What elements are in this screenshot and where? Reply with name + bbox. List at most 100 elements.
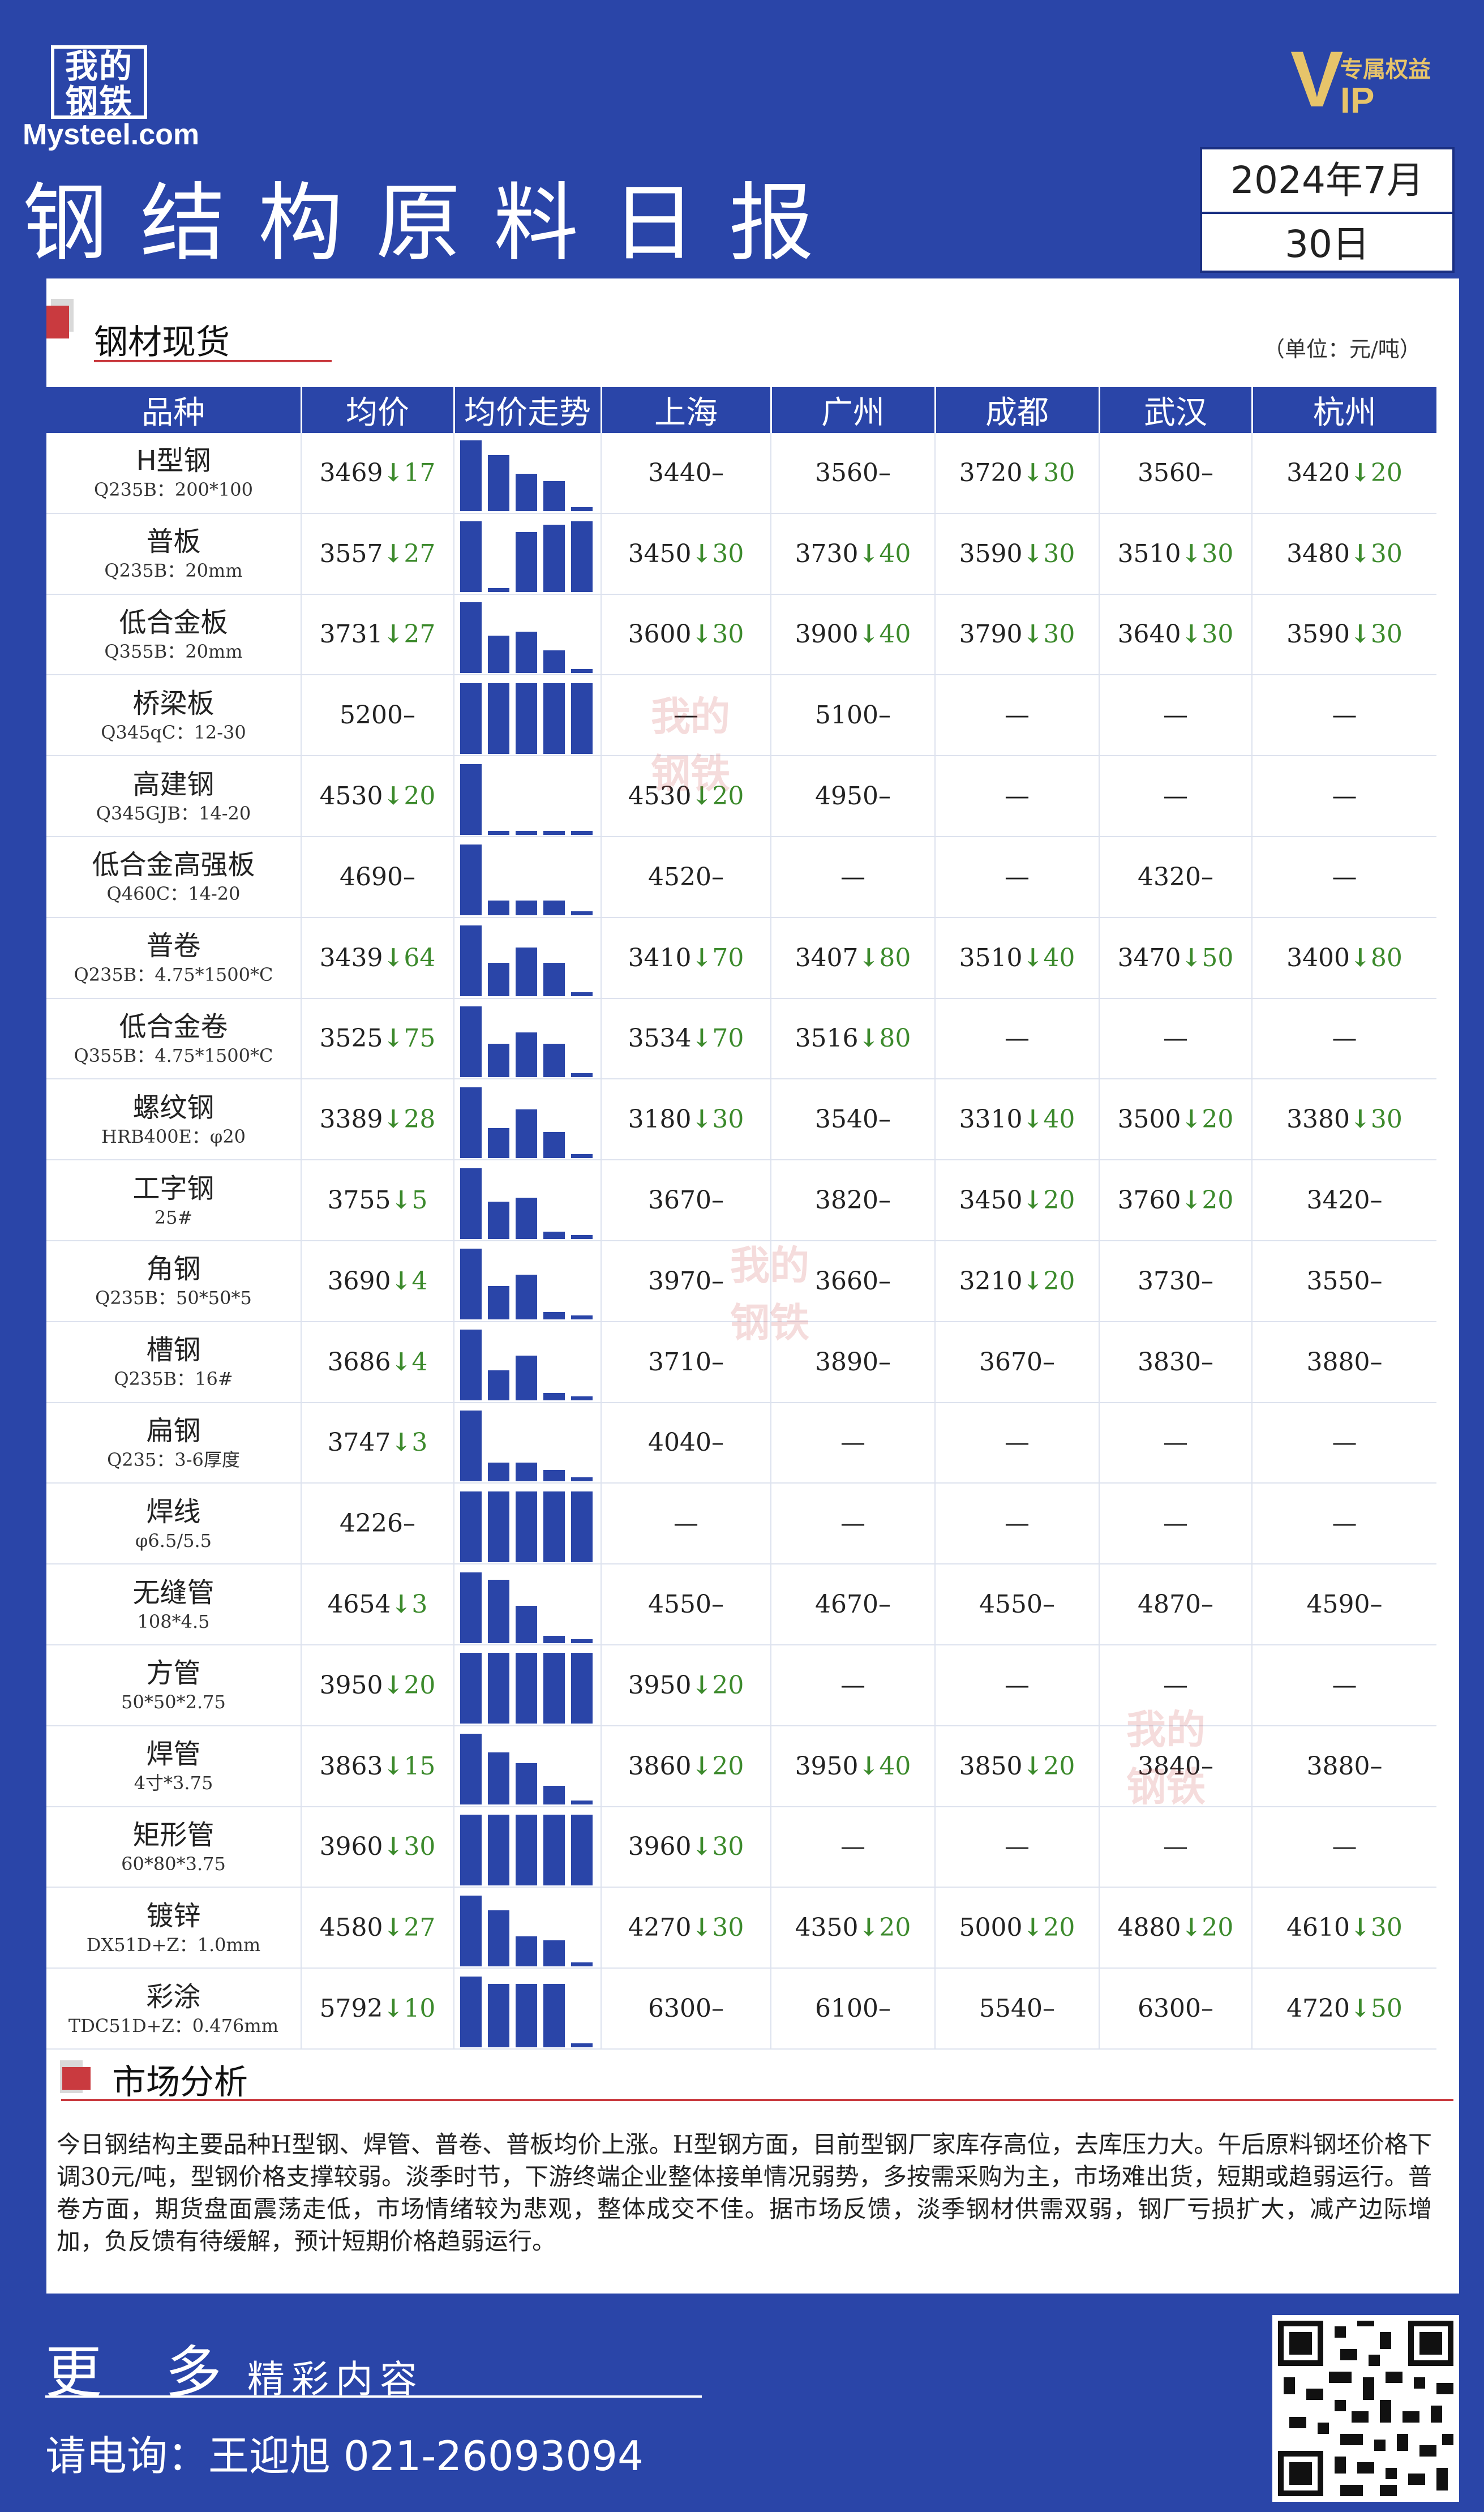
trend-bar — [488, 1814, 509, 1885]
flat-dash-icon: – — [878, 1105, 891, 1134]
trend-bar — [516, 1109, 537, 1158]
price-cell-hz: — — [1252, 998, 1436, 1080]
logo-en: Mysteel.com — [23, 118, 200, 151]
product-cell: 槽钢 Q235B：16# — [46, 1321, 302, 1403]
price-value: 4590 — [1306, 1590, 1370, 1619]
price-value: 6100 — [815, 1994, 878, 2024]
price-cell-cd: 3510↓40 — [935, 917, 1100, 999]
table-row: 低合金卷 Q355B：4.75*1500*C 3525↓75 3534↓70 3516↓… — [46, 998, 1436, 1080]
price-cell-avg: 3690↓4 — [301, 1240, 454, 1322]
product-spec: Q235B：4.75*1500*C — [74, 964, 273, 986]
trend-bar — [516, 1462, 537, 1481]
flat-dash-icon: – — [1200, 862, 1213, 891]
price-value: — — [1005, 1024, 1030, 1053]
product-spec: Q235：3-6厚度 — [107, 1448, 240, 1471]
price-value: 3480 — [1286, 539, 1350, 568]
product-spec: Q235B：50*50*5 — [95, 1287, 252, 1309]
table-row: 彩涂 TDC51D+Z：0.476mm 5792↓10 6300– 6100– 5540–… — [46, 1968, 1436, 2050]
trend-bar — [488, 1128, 509, 1158]
price-cell-sh: 3600↓30 — [601, 594, 771, 676]
watermark-logo: 我的 钢铁 — [651, 693, 730, 797]
price-change: 20 — [712, 782, 744, 811]
table-row: 焊管 4寸*3.75 3863↓15 3860↓20 3950↓40 3850↓20 384… — [46, 1725, 1436, 1807]
qr-code-icon[interactable] — [1272, 2315, 1459, 2502]
flat-dash-icon: – — [1200, 1347, 1213, 1377]
price-cell-hz: 3880– — [1252, 1321, 1436, 1403]
price-cell-cd: — — [935, 675, 1100, 757]
product-name: 低合金卷 — [119, 1010, 228, 1043]
price-cell-hz: — — [1252, 1402, 1436, 1484]
price-value: 4520 — [648, 862, 711, 891]
price-value: 3890 — [815, 1347, 878, 1377]
price-cell-wh: — — [1099, 1806, 1253, 1888]
product-spec: 50*50*2.75 — [121, 1691, 226, 1713]
price-change: 30 — [712, 620, 744, 649]
price-value: 4610 — [1286, 1913, 1350, 1943]
price-cell-gz: 3900↓40 — [771, 594, 936, 676]
date-box: 2024年7月 30日 — [1200, 147, 1455, 273]
trend-bars — [457, 1647, 598, 1724]
trend-bar — [488, 683, 509, 754]
product-cell: 彩涂 TDC51D+Z：0.476mm — [46, 1968, 302, 2050]
trend-bar — [460, 602, 482, 673]
price-value: 4670 — [815, 1590, 878, 1619]
product-spec: 25# — [154, 1206, 193, 1228]
product-spec: Q235B：200*100 — [94, 479, 253, 501]
price-cell-hz: 3590↓30 — [1252, 594, 1436, 676]
down-arrow-icon: ↓ — [691, 1024, 713, 1053]
trend-bars — [457, 1808, 598, 1885]
table-row: 角钢 Q235B：50*50*5 3690↓4 3970– 3660– 3210↓20 37… — [46, 1240, 1436, 1322]
down-arrow-icon: ↓ — [1350, 458, 1371, 487]
down-arrow-icon: ↓ — [391, 1347, 412, 1377]
footer-divider — [45, 2395, 702, 2398]
trend-bar — [488, 588, 509, 593]
product-spec: Q345qC：12-30 — [101, 721, 246, 743]
column-header: 武汉 — [1099, 387, 1253, 433]
vip-badge-text: 专属权益 — [1340, 57, 1431, 83]
price-value: 3590 — [959, 539, 1023, 568]
price-value: 4350 — [795, 1913, 859, 1943]
price-value: — — [1163, 1024, 1188, 1053]
price-cell-wh: 3640↓30 — [1099, 594, 1253, 676]
trend-bar — [460, 1814, 482, 1885]
price-cell-wh: 3500↓20 — [1099, 1079, 1253, 1161]
price-change: 20 — [404, 1670, 436, 1700]
price-cell-wh: 3840– — [1099, 1725, 1253, 1807]
price-value: — — [1332, 862, 1357, 891]
section-title-steel: 钢材现货 — [94, 323, 230, 362]
logo-cn: 我的钢铁 — [51, 45, 147, 119]
down-arrow-icon: ↓ — [383, 1105, 404, 1134]
price-cell-sh: 4550– — [601, 1564, 771, 1645]
trend-bars — [457, 838, 598, 916]
date-day: 30日 — [1285, 222, 1370, 266]
price-value: 5200 — [340, 701, 403, 730]
price-cell-hz: 4590– — [1252, 1564, 1436, 1645]
more-content: 更 多 精彩内容 — [45, 2326, 424, 2408]
trend-bar — [516, 1763, 537, 1805]
down-arrow-icon: ↓ — [1350, 1105, 1371, 1134]
price-cell-cd: 3850↓20 — [935, 1725, 1100, 1807]
product-name: 普板 — [146, 526, 201, 558]
trend-cell — [454, 836, 602, 918]
price-cell-hz: — — [1252, 675, 1436, 757]
price-cell-gz: 4350↓20 — [771, 1887, 936, 1969]
price-value: 3670 — [979, 1347, 1043, 1377]
trend-bar — [516, 830, 537, 835]
down-arrow-icon: ↓ — [391, 1590, 412, 1619]
product-name: 扁钢 — [146, 1414, 201, 1447]
trend-bars — [457, 1485, 598, 1562]
price-cell-wh: — — [1099, 998, 1253, 1080]
price-cell-avg: 4654↓3 — [301, 1564, 454, 1645]
table-row: 桥梁板 Q345qC：12-30 5200– —5100– — — — — [46, 675, 1436, 757]
product-name: 焊线 — [146, 1495, 201, 1528]
flat-dash-icon: – — [1370, 1590, 1383, 1619]
product-name: 焊管 — [146, 1738, 201, 1771]
trend-bar — [571, 1396, 593, 1401]
price-cell-hz: — — [1252, 1644, 1436, 1726]
trend-bar — [488, 1579, 509, 1643]
product-cell: H型钢 Q235B：200*100 — [46, 433, 302, 514]
product-name: 高建钢 — [132, 768, 215, 800]
trend-bar — [516, 1491, 537, 1562]
price-cell-avg: 3950↓20 — [301, 1644, 454, 1726]
price-value: — — [1163, 701, 1188, 730]
